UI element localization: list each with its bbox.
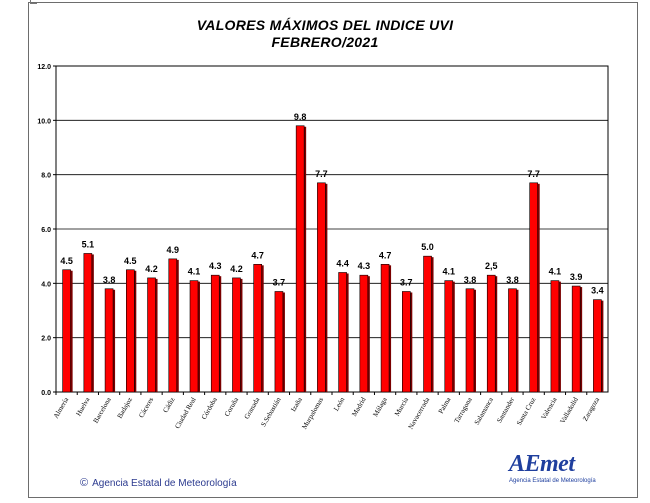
data-label: 3.9 (570, 272, 583, 282)
bar (83, 253, 93, 393)
y-tick-label: 6.0 (41, 227, 51, 234)
bar (423, 255, 432, 393)
footer-agency: © Agencia Estatal de Meteorología (80, 477, 237, 489)
data-label: 4.4 (336, 258, 349, 268)
bar (593, 299, 602, 393)
category-label: Murpalomas (300, 396, 325, 431)
bar (380, 264, 390, 393)
data-label: 4.2 (145, 264, 158, 274)
category-label: Córdoba (200, 395, 219, 421)
bar (465, 288, 475, 393)
data-label: 7.7 (527, 169, 540, 179)
category-label: Santa Cruz (515, 396, 537, 427)
data-label: 3.7 (400, 277, 413, 287)
agency-name: Agencia Estatal de Meteorología (92, 478, 237, 489)
category-label: León (332, 396, 346, 413)
data-label: 3.8 (103, 275, 116, 285)
copyright-icon: © (80, 477, 89, 489)
category-label: Almería (52, 395, 71, 420)
category-label: Murcia (393, 395, 410, 417)
chart-subtitle: FEBRERO/2021 (271, 34, 379, 50)
data-label: 3.4 (591, 286, 604, 296)
y-tick-label: 4.0 (41, 281, 51, 288)
aemet-logo-subtitle: Agencia Estatal de Meteorología (509, 478, 596, 484)
category-label: Izaña (289, 395, 304, 413)
bar (529, 182, 538, 393)
category-label: Cádiz (161, 396, 176, 414)
data-label: 4.1 (443, 267, 456, 277)
data-label: 4.2 (230, 264, 243, 274)
y-tick-label: 0.0 (41, 390, 51, 397)
y-tick-label: 10.0 (37, 118, 51, 125)
bar (486, 274, 496, 393)
bar (402, 291, 411, 393)
data-label: 4.3 (209, 261, 222, 271)
category-label: Cáceres (137, 396, 155, 419)
data-label: 5.0 (421, 242, 434, 252)
category-label: Barcelona (92, 395, 114, 424)
chart-title: VALORES MÁXIMOS DEL INDICE UVI (196, 17, 454, 33)
bar (295, 125, 305, 393)
bar (444, 280, 454, 393)
data-label: 4.7 (379, 250, 392, 260)
bar (232, 277, 241, 393)
aemet-logo: AEmet (509, 451, 575, 477)
category-label: Málaga (371, 395, 389, 418)
data-label: 5.1 (82, 239, 95, 249)
bar (189, 280, 199, 393)
category-label: Badajoz (116, 396, 134, 420)
data-label: 9.8 (294, 112, 307, 122)
y-tick-label: 12.0 (37, 64, 51, 71)
bar (274, 291, 284, 393)
category-label: S.Sebastián (259, 396, 282, 429)
category-label: Tarragona (453, 395, 475, 424)
bar (104, 288, 114, 393)
bar (126, 269, 135, 393)
data-label: 4.5 (60, 256, 73, 266)
data-label: 3.8 (464, 275, 477, 285)
bar (359, 274, 369, 393)
data-label: 4.9 (167, 245, 180, 255)
y-tick-label: 2.0 (41, 336, 51, 343)
bar (338, 272, 347, 393)
corner-mark (30, 0, 37, 4)
data-label: 4.3 (358, 261, 371, 271)
category-label: Palma (437, 395, 453, 415)
data-label: 3.8 (506, 275, 519, 285)
y-tick-label: 8.0 (41, 173, 51, 180)
category-label: Granada (243, 395, 262, 420)
category-label: Madrid (350, 396, 367, 418)
bar (168, 258, 178, 393)
bar (571, 285, 581, 393)
bar (62, 269, 71, 393)
category-label: Huelva (75, 395, 92, 417)
category-label: Santander (495, 395, 516, 424)
category-label: Coruña (223, 395, 241, 418)
data-label: 2,5 (485, 261, 498, 271)
category-label: Ciudad Real (173, 396, 197, 430)
data-label: 3.7 (273, 277, 286, 287)
data-label: 4.5 (124, 256, 137, 266)
category-label: Salamanca (473, 395, 496, 426)
data-label: 4.7 (251, 250, 264, 260)
bar (210, 274, 220, 393)
data-label: 4.1 (549, 267, 562, 277)
bar (317, 182, 326, 393)
bar (253, 264, 262, 393)
category-label: Navacerrada (407, 395, 432, 430)
category-label: Valencia (540, 395, 559, 421)
category-label: Zaragoza (581, 395, 601, 422)
bar (147, 277, 156, 393)
category-label: Valladolid (559, 396, 581, 425)
bar (550, 280, 560, 393)
data-label: 7.7 (315, 169, 328, 179)
bar (508, 288, 517, 393)
data-label: 4.1 (188, 267, 201, 277)
